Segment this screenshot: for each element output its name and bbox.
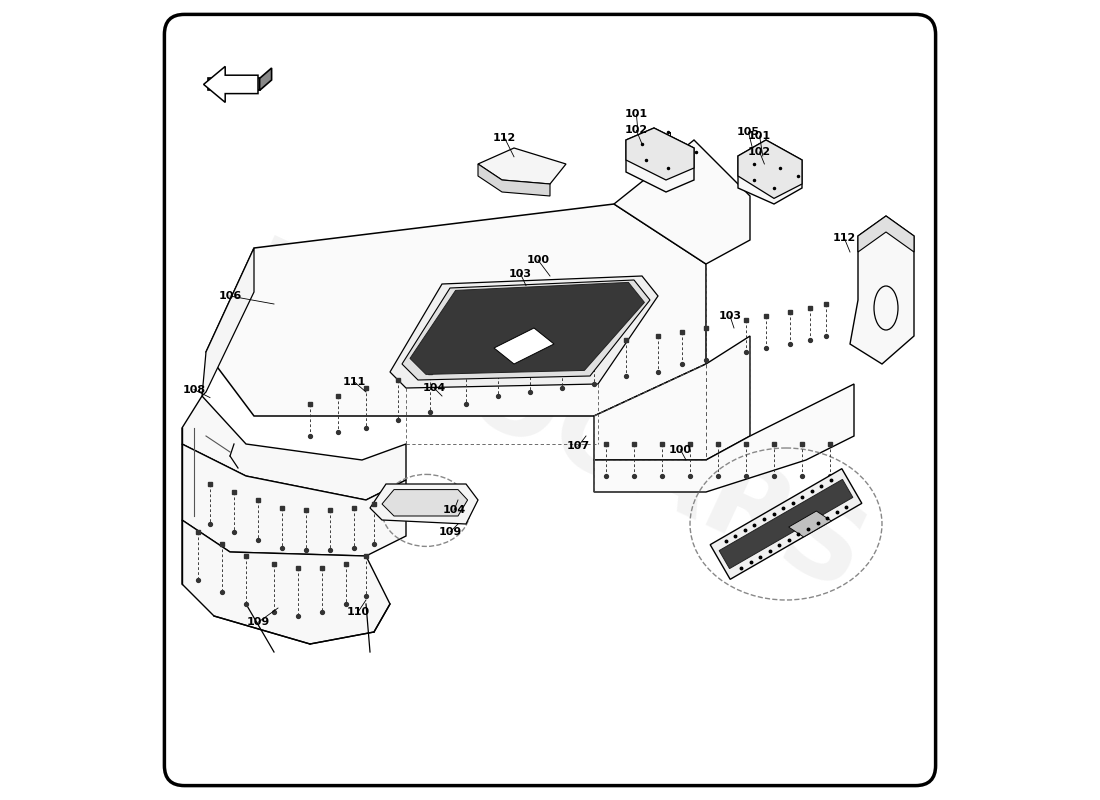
Text: 111: 111	[342, 377, 365, 386]
Text: 102: 102	[748, 147, 771, 157]
Polygon shape	[789, 511, 832, 537]
Polygon shape	[370, 484, 478, 524]
Polygon shape	[204, 66, 258, 102]
Polygon shape	[626, 128, 694, 180]
Text: 110: 110	[346, 607, 370, 617]
Text: 104: 104	[422, 383, 446, 393]
Polygon shape	[858, 216, 914, 252]
Text: 108: 108	[183, 385, 206, 394]
Polygon shape	[402, 280, 650, 380]
Polygon shape	[626, 128, 694, 192]
Polygon shape	[738, 140, 802, 198]
Polygon shape	[260, 68, 272, 90]
Text: 100: 100	[527, 255, 550, 265]
Polygon shape	[614, 140, 750, 264]
Text: 102: 102	[625, 126, 648, 135]
Polygon shape	[208, 78, 260, 90]
Polygon shape	[182, 444, 406, 556]
Polygon shape	[850, 216, 914, 364]
Polygon shape	[594, 336, 750, 460]
Text: 112: 112	[493, 133, 516, 142]
Polygon shape	[494, 328, 554, 364]
Polygon shape	[711, 469, 861, 579]
Polygon shape	[478, 148, 566, 184]
FancyBboxPatch shape	[164, 14, 936, 786]
Text: 107: 107	[566, 442, 590, 451]
Polygon shape	[202, 248, 254, 396]
Polygon shape	[182, 396, 406, 500]
Text: 104: 104	[442, 506, 465, 515]
Text: 103: 103	[509, 269, 532, 278]
Polygon shape	[738, 140, 802, 204]
Polygon shape	[719, 479, 852, 569]
Text: a passion for parts since 1985: a passion for parts since 1985	[422, 254, 678, 386]
Polygon shape	[594, 384, 854, 492]
Text: 101: 101	[625, 110, 648, 119]
Text: EUROCARS: EUROCARS	[219, 232, 881, 616]
Text: 101: 101	[748, 131, 771, 141]
Text: 112: 112	[833, 234, 856, 243]
Text: 109: 109	[246, 618, 270, 627]
Polygon shape	[478, 164, 550, 196]
Polygon shape	[182, 520, 390, 644]
Polygon shape	[410, 282, 645, 374]
Polygon shape	[206, 204, 706, 416]
Text: 106: 106	[219, 291, 242, 301]
Text: 105: 105	[737, 127, 760, 137]
Text: 109: 109	[439, 527, 462, 537]
Text: 103: 103	[718, 311, 741, 321]
Polygon shape	[390, 276, 658, 388]
Text: 100: 100	[669, 445, 692, 454]
Polygon shape	[382, 490, 468, 516]
